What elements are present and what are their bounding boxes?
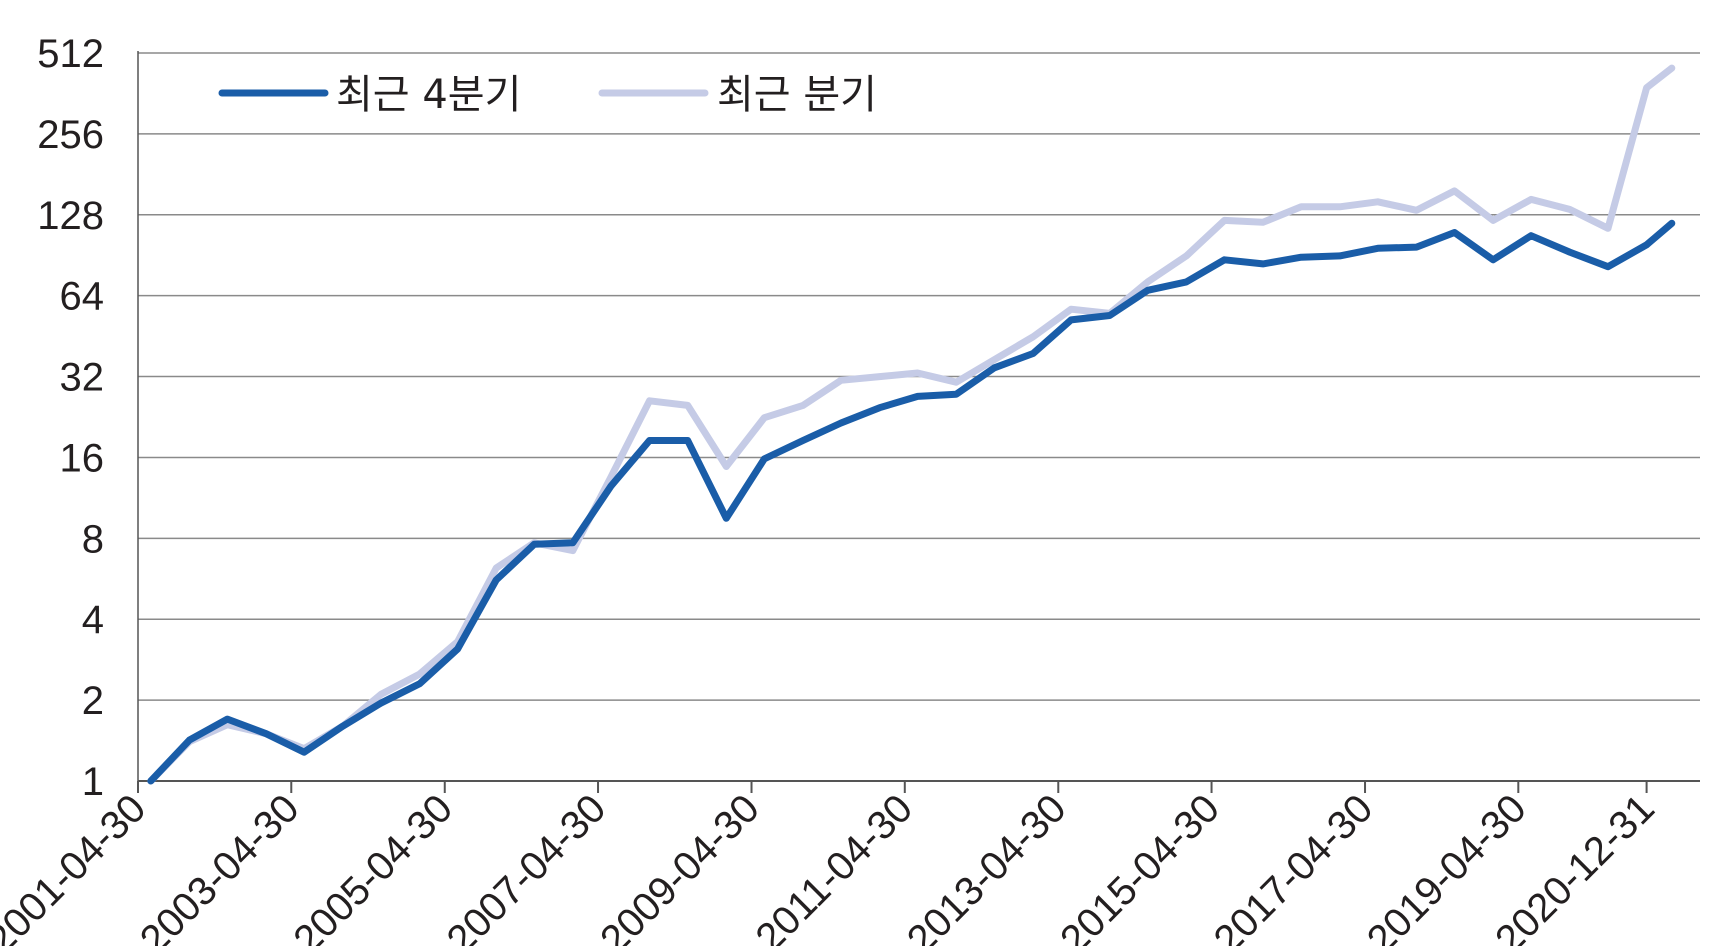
series-lines	[147, 64, 1676, 785]
x-tick-label: 2007-04-30	[439, 786, 615, 946]
legend: 최근 4분기 최근 분기	[218, 72, 877, 118]
y-tick-label: 32	[60, 356, 105, 400]
legend-label-series-1: 최근 4분기	[336, 72, 521, 118]
y-tick-label: 1	[82, 760, 104, 804]
gridlines	[138, 52, 1700, 782]
y-tick-label: 512	[37, 32, 104, 76]
x-tick-label: 2009-04-30	[592, 786, 768, 946]
x-tick-label: 2013-04-30	[899, 786, 1075, 946]
x-tick-label: 2017-04-30	[1206, 786, 1382, 946]
y-tick-label: 8	[82, 517, 104, 561]
x-tick-label: 2001-04-30	[0, 786, 154, 946]
y-tick-label: 2	[82, 679, 104, 723]
x-tick-label: 2015-04-30	[1052, 786, 1228, 946]
x-tick-label: 2003-04-30	[132, 786, 308, 946]
legend-label-series-2: 최근 분기	[717, 72, 877, 118]
y-axis: 1 2 4 8 16 32 64 128 256 512	[37, 32, 139, 804]
x-tick-label: 2005-04-30	[285, 786, 461, 946]
series-line-1	[147, 219, 1676, 785]
y-tick-label: 128	[37, 194, 104, 238]
y-tick-label: 256	[37, 113, 104, 157]
series-line-2	[147, 64, 1676, 785]
y-tick-label: 4	[82, 598, 104, 642]
y-tick-label: 16	[60, 436, 105, 480]
x-axis: 2001-04-302003-04-302005-04-302007-04-30…	[0, 780, 1700, 946]
x-tick-label: 2011-04-30	[747, 786, 921, 946]
y-tick-label: 64	[60, 275, 105, 319]
